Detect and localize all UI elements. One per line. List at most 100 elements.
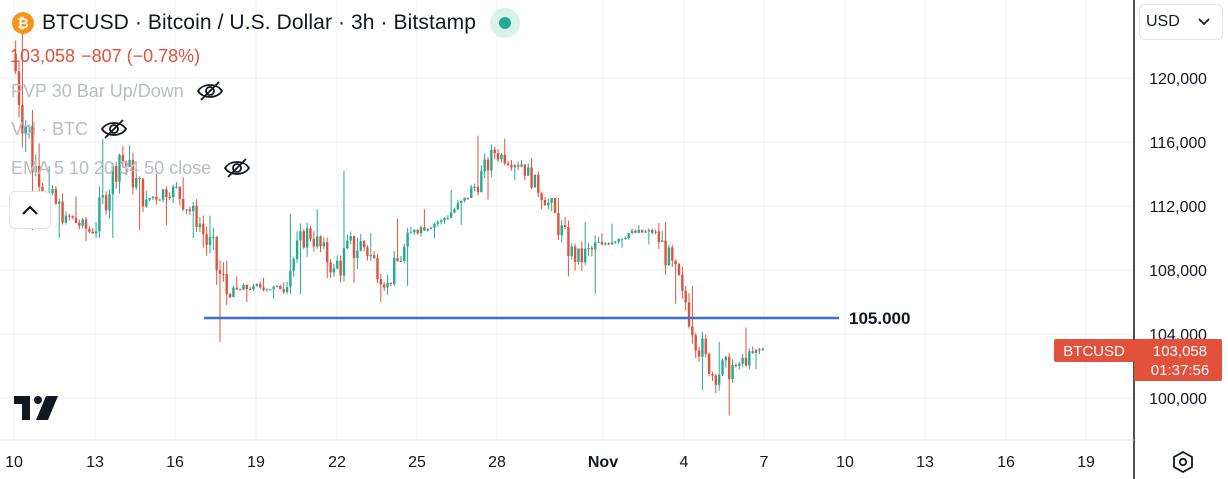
tradingview-logo-icon[interactable] xyxy=(14,396,60,420)
candle xyxy=(583,222,587,266)
candle xyxy=(560,219,563,243)
indicator-pvp[interactable]: PVP 30 Bar Up/Down xyxy=(11,80,224,102)
market-status-icon[interactable] xyxy=(490,8,521,38)
candle-body xyxy=(577,248,580,262)
candle xyxy=(751,346,754,354)
candle-body xyxy=(443,218,446,221)
candle xyxy=(125,160,128,175)
horizontal-line-group[interactable]: 105.000 xyxy=(204,309,910,328)
candle-body xyxy=(476,186,480,193)
eye-off-icon[interactable] xyxy=(100,118,128,140)
candle xyxy=(188,206,192,216)
candle xyxy=(393,251,396,286)
candle-body xyxy=(436,222,439,224)
candle xyxy=(748,348,751,370)
candle-body xyxy=(650,230,654,233)
candle-body xyxy=(91,231,94,234)
candle xyxy=(222,262,225,282)
currency-selector[interactable]: USD xyxy=(1139,4,1223,40)
candle xyxy=(453,207,456,214)
time-tick-label: 4 xyxy=(680,454,689,471)
symbol-title[interactable]: BTCUSD · Bitcoin / U.S. Dollar · 3h · Bi… xyxy=(42,11,477,34)
candle xyxy=(319,235,322,253)
candle-body xyxy=(594,242,597,250)
candle xyxy=(208,215,212,254)
candle xyxy=(557,198,560,240)
candle xyxy=(403,243,406,264)
candle-body xyxy=(647,230,651,232)
candle-body xyxy=(248,288,252,290)
candle-body xyxy=(557,213,560,236)
candle-body xyxy=(235,287,238,290)
candle-body xyxy=(322,242,326,247)
candle-body xyxy=(516,165,520,167)
candle-body xyxy=(238,289,242,291)
candle xyxy=(483,153,486,179)
candle-body xyxy=(292,259,295,271)
collapse-legend-button[interactable] xyxy=(9,191,51,229)
candle-body xyxy=(74,217,78,223)
candle xyxy=(386,274,389,295)
candle xyxy=(580,241,584,271)
candle xyxy=(108,189,111,219)
candle-body xyxy=(728,356,731,380)
candle-body xyxy=(84,219,88,229)
candle-body xyxy=(349,236,352,241)
candle-body xyxy=(215,237,218,271)
candle xyxy=(691,286,694,344)
candle xyxy=(423,209,426,231)
candle xyxy=(114,161,118,189)
candle-body xyxy=(101,195,104,198)
candle xyxy=(362,239,366,252)
indicator-label: Vol · BTC xyxy=(11,118,89,139)
candle xyxy=(449,190,453,219)
current-price: 103,058 xyxy=(10,46,76,66)
candle-body xyxy=(563,225,567,227)
candle-body xyxy=(523,164,527,176)
time-axis[interactable]: 10 13 16 19 22 25 28 Nov 4 7 10 13 16 19 xyxy=(5,454,1095,471)
candle xyxy=(614,240,617,244)
eye-off-icon[interactable] xyxy=(223,157,251,179)
candle xyxy=(513,164,517,181)
candle-body xyxy=(181,198,185,210)
indicator-ema[interactable]: EMA 5 10 20 34 50 close xyxy=(11,157,251,179)
candle-body xyxy=(295,240,299,260)
candle xyxy=(78,219,81,230)
candle xyxy=(259,281,262,289)
candle xyxy=(339,255,342,283)
candle xyxy=(121,145,125,168)
candle-body xyxy=(671,247,674,261)
chart-settings-button[interactable] xyxy=(1170,449,1196,475)
candle-body xyxy=(674,260,677,265)
candle-body xyxy=(81,219,84,226)
price-tick-label: 108,000 xyxy=(1149,263,1207,280)
candle xyxy=(661,230,664,243)
eye-off-icon[interactable] xyxy=(196,80,224,102)
candle xyxy=(215,235,218,285)
candle-body xyxy=(339,260,342,276)
candle xyxy=(24,119,27,153)
candle-body xyxy=(533,174,537,188)
candle-body xyxy=(640,229,644,233)
candle xyxy=(758,347,761,355)
candle xyxy=(202,215,205,248)
candle-body xyxy=(302,231,305,248)
candle xyxy=(627,232,630,240)
candle xyxy=(34,154,37,177)
indicator-volume[interactable]: Vol · BTC xyxy=(11,118,128,140)
candle xyxy=(158,198,161,201)
candle-body xyxy=(228,294,232,298)
candle xyxy=(671,244,674,267)
candle xyxy=(419,225,423,237)
candle xyxy=(352,235,356,283)
candle xyxy=(342,170,346,282)
candle-body xyxy=(486,159,490,171)
candle xyxy=(446,215,450,220)
candle-body xyxy=(78,222,81,226)
candle-body xyxy=(346,240,349,249)
candle xyxy=(550,198,553,212)
candle-body xyxy=(272,286,275,290)
candle xyxy=(426,228,429,232)
candle-body xyxy=(587,248,590,250)
